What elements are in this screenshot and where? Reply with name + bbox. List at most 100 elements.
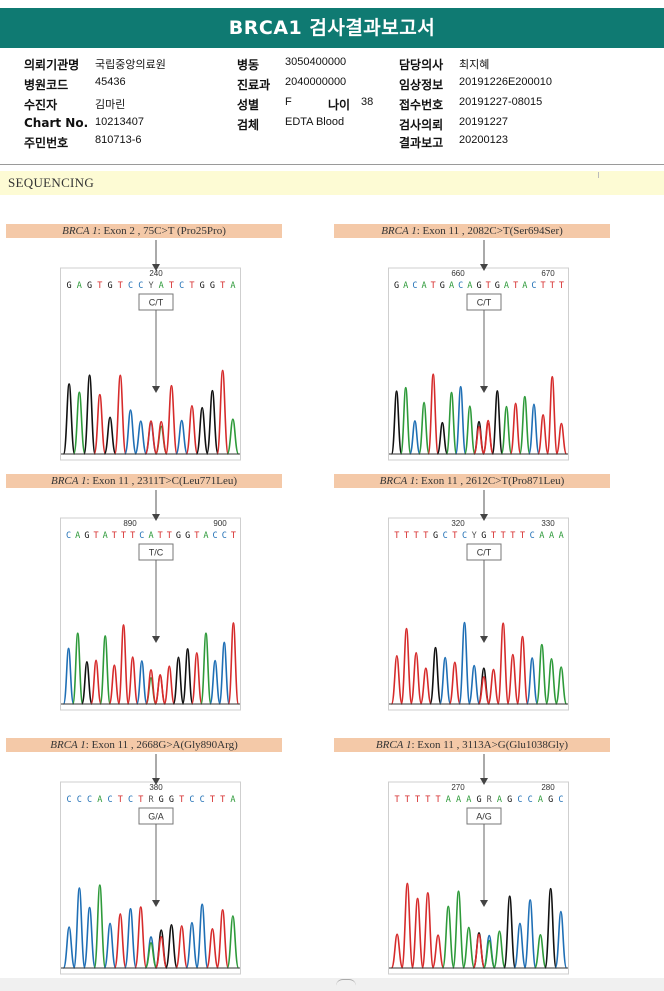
peak-trace [427,373,440,455]
variant-detail: : Exon 11 , 2668G>A(Gly890Arg) [85,739,238,751]
base-letter: A [446,795,451,805]
peak-trace [509,402,522,455]
info-value: EDTA Blood [285,116,345,128]
position-label: 380 [149,783,163,792]
base-letter: A [159,281,164,291]
base-letter: T [220,795,225,805]
base-letter: C [138,281,143,291]
peak-trace [216,369,230,455]
base-letter: C [179,281,184,291]
variant-detail: : Exon 11 , 3113A>G(Glu1038Gly) [411,739,569,751]
variant-caption: BRCA 1: Exon 11 , 2668G>A(Gly890Arg) [6,738,282,752]
base-letter: T [510,531,515,541]
peak-trace [117,624,130,705]
patient-info: 의뢰기관명 국립중앙의료원 병동 3050400000 담당의사 최지혜 병원코… [0,54,664,164]
peak-trace [175,419,189,455]
peak-trace [108,664,121,705]
base-letter: T [405,795,410,805]
base-letter: T [194,531,199,541]
info-label: 병원코드 [24,78,69,92]
call-label: C/T [477,548,492,558]
peak-trace [163,665,176,705]
peak-trace [482,423,494,455]
peak-trace [555,422,568,455]
peak-trace [528,403,540,455]
base-letter: G [185,531,190,541]
info-label: 담당의사 [399,58,444,72]
peak-trace [516,635,529,705]
base-letter: Y [148,281,153,291]
base-letter: T [414,531,419,541]
peak-trace [72,887,86,969]
peak-trace [468,664,481,705]
peak-trace [448,661,461,705]
gene-name: BRCA 1 [379,475,416,487]
base-letter: T [404,531,409,541]
base-letter: A [203,531,208,541]
base-letter: T [189,281,194,291]
base-letter: T [452,531,457,541]
base-letter: G [440,281,445,291]
gene-name: BRCA 1 [50,739,86,751]
report-title: BRCA1 검사결과보고서 [0,8,664,48]
variant-caption: BRCA 1: Exon 11 , 2082C>T(Ser694Ser) [334,224,610,238]
info-value: 20191227 [459,116,508,128]
peak-trace [154,936,168,969]
peak-trace [411,897,425,969]
peak-trace [175,925,189,969]
base-letter: G [507,795,512,805]
base-letter: T [118,795,123,805]
peak-trace [126,656,139,705]
base-letter: T [158,531,163,541]
base-letter: T [167,531,172,541]
gene-name: BRCA 1 [62,225,98,237]
base-letter: A [504,281,509,291]
peak-trace [544,887,558,969]
base-letter: A [467,281,472,291]
base-letter: C [517,795,522,805]
base-letter: C [558,795,563,805]
peak-trace [421,892,435,969]
call-label: C/T [149,298,164,308]
peak-trace [103,922,117,969]
arrow-head [480,778,488,785]
peak-trace [71,632,84,705]
peak-trace [462,926,476,969]
peak-trace [537,414,549,455]
base-letter: G [200,281,205,291]
base-letter: T [130,531,135,541]
variant-caption: BRCA 1: Exon 11 , 2311T>C(Leu771Leu) [6,474,282,488]
peak-trace [226,418,240,455]
info-label: 성별 [237,98,260,112]
arrow-head [152,386,160,393]
info-value: 2040000000 [285,76,347,88]
base-letter: A [538,795,543,805]
base-letter: T [550,281,555,291]
base-letter: T [425,795,430,805]
info-value: 10213407 [95,116,144,128]
info-value: 3050400000 [285,56,347,68]
info-value: 김마린 [95,99,126,111]
base-letter: G [495,281,500,291]
call-label: G/A [148,812,164,822]
peak-trace [226,915,240,969]
base-letter: T [93,531,98,541]
peak-trace [172,656,185,705]
peak-trace [458,621,471,705]
age-label: 나이 [328,98,351,112]
peak-trace [72,391,86,455]
base-letter: C [531,281,536,291]
base-letter: A [403,281,408,291]
peak-trace [410,651,423,705]
peak-trace [99,635,112,705]
peak-trace [113,913,127,969]
info-label: 병동 [237,58,260,72]
info-label: 결과보고 [399,136,444,150]
peak-trace [205,927,219,969]
info-label: 검체 [237,118,260,132]
peak-trace [518,395,531,455]
peak-trace [513,922,527,969]
base-letter: T [169,281,174,291]
base-letter: A [549,531,554,541]
position-label: 670 [541,269,555,278]
